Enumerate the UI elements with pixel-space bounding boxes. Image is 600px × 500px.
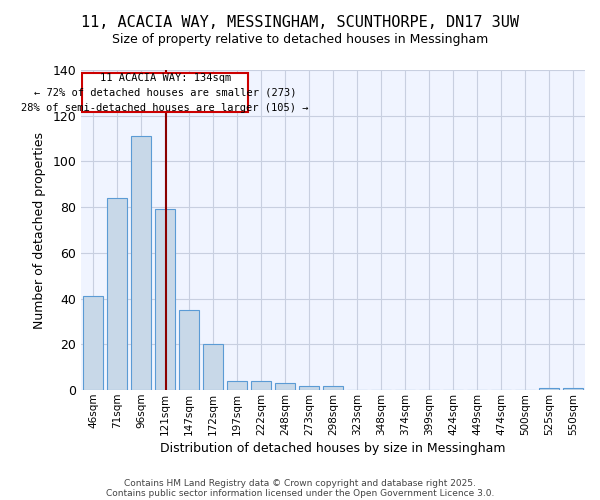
Text: Size of property relative to detached houses in Messingham: Size of property relative to detached ho… bbox=[112, 32, 488, 46]
Bar bbox=[275, 384, 295, 390]
Text: Contains public sector information licensed under the Open Government Licence 3.: Contains public sector information licen… bbox=[106, 488, 494, 498]
FancyBboxPatch shape bbox=[82, 74, 248, 112]
Text: 11, ACACIA WAY, MESSINGHAM, SCUNTHORPE, DN17 3UW: 11, ACACIA WAY, MESSINGHAM, SCUNTHORPE, … bbox=[81, 15, 519, 30]
Bar bbox=[131, 136, 151, 390]
Bar bbox=[203, 344, 223, 390]
Text: Contains HM Land Registry data © Crown copyright and database right 2025.: Contains HM Land Registry data © Crown c… bbox=[124, 478, 476, 488]
X-axis label: Distribution of detached houses by size in Messingham: Distribution of detached houses by size … bbox=[160, 442, 506, 455]
Bar bbox=[83, 296, 103, 390]
Text: 11 ACACIA WAY: 134sqm
← 72% of detached houses are smaller (273)
28% of semi-det: 11 ACACIA WAY: 134sqm ← 72% of detached … bbox=[22, 73, 309, 112]
Bar bbox=[251, 381, 271, 390]
Bar bbox=[107, 198, 127, 390]
Bar bbox=[227, 381, 247, 390]
Bar bbox=[563, 388, 583, 390]
Bar bbox=[323, 386, 343, 390]
Y-axis label: Number of detached properties: Number of detached properties bbox=[32, 132, 46, 328]
Bar bbox=[155, 210, 175, 390]
Bar bbox=[539, 388, 559, 390]
Bar bbox=[179, 310, 199, 390]
Bar bbox=[299, 386, 319, 390]
